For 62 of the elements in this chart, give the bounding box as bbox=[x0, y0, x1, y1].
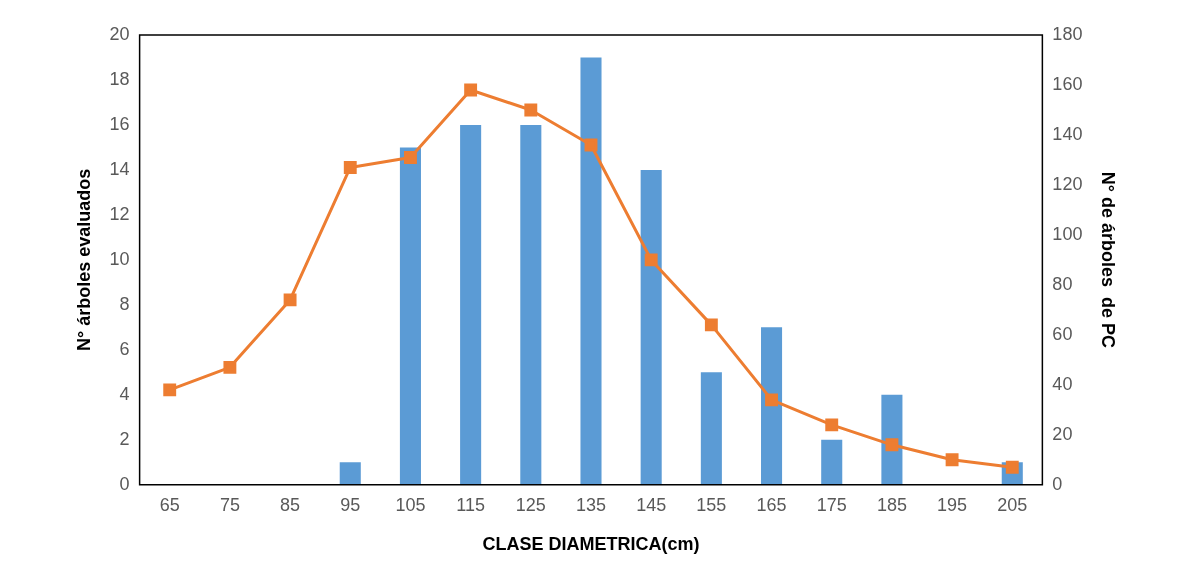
point bbox=[644, 253, 658, 267]
y2-tick-label: 160 bbox=[1052, 73, 1083, 94]
bar bbox=[761, 327, 783, 485]
point bbox=[704, 318, 718, 332]
point bbox=[765, 393, 778, 407]
y-tick-label: 16 bbox=[109, 113, 130, 134]
y-tick-label: 8 bbox=[119, 293, 130, 314]
x-tick-label: 85 bbox=[280, 494, 301, 515]
point bbox=[163, 383, 177, 397]
y-axis-title: N° árboles evaluados bbox=[73, 168, 94, 352]
y-tick-label: 0 bbox=[119, 473, 130, 494]
y-tick-label: 2 bbox=[119, 428, 130, 449]
y2-tick-label: 60 bbox=[1052, 323, 1073, 344]
y2-tick-label: 80 bbox=[1052, 273, 1073, 294]
point bbox=[945, 453, 959, 467]
point bbox=[343, 160, 357, 174]
y2-tick-label: 180 bbox=[1052, 23, 1083, 44]
y-tick-label: 12 bbox=[109, 203, 130, 224]
bar bbox=[640, 169, 662, 485]
x-tick-label: 95 bbox=[340, 494, 361, 515]
x-tick-label: 185 bbox=[876, 494, 907, 515]
y2-axis-title: N° de árboles de PC bbox=[1098, 171, 1119, 349]
bar bbox=[700, 372, 722, 485]
point bbox=[584, 138, 598, 152]
point bbox=[825, 418, 839, 432]
y2-tick-label: 0 bbox=[1052, 473, 1063, 494]
point bbox=[223, 360, 237, 374]
bar bbox=[821, 439, 843, 485]
y2-tick-label: 20 bbox=[1052, 423, 1073, 444]
point bbox=[404, 151, 417, 164]
bar bbox=[460, 124, 482, 485]
bar bbox=[520, 124, 542, 485]
y-tick-label: 4 bbox=[119, 383, 130, 404]
y-tick-label: 18 bbox=[109, 68, 130, 89]
y2-tick-label: 40 bbox=[1052, 373, 1073, 394]
y-tick-label: 14 bbox=[109, 158, 130, 179]
x-tick-label: 165 bbox=[756, 494, 787, 515]
point bbox=[464, 83, 478, 97]
bar bbox=[580, 57, 602, 485]
y2-tick-label: 100 bbox=[1052, 223, 1083, 244]
x-tick-label: 205 bbox=[997, 494, 1028, 515]
x-tick-label: 125 bbox=[515, 494, 546, 515]
bar bbox=[399, 147, 421, 485]
y-tick-label: 10 bbox=[109, 248, 130, 269]
point bbox=[524, 103, 538, 117]
x-tick-label: 115 bbox=[456, 494, 485, 515]
x-tick-label: 65 bbox=[159, 494, 180, 515]
bar bbox=[339, 462, 361, 485]
point bbox=[885, 438, 899, 452]
y2-tick-label: 120 bbox=[1052, 173, 1083, 194]
y-tick-label: 6 bbox=[119, 338, 130, 359]
x-tick-label: 155 bbox=[696, 494, 727, 515]
y-tick-label: 20 bbox=[109, 23, 130, 44]
y2-tick-label: 140 bbox=[1052, 123, 1083, 144]
x-tick-label: 135 bbox=[575, 494, 607, 515]
x-tick-label: 75 bbox=[219, 494, 240, 515]
x-tick-label: 195 bbox=[937, 494, 968, 515]
x-axis-title: CLASE DIAMETRICA(cm) bbox=[482, 534, 700, 555]
x-tick-label: 175 bbox=[816, 494, 847, 515]
point bbox=[283, 293, 297, 307]
x-tick-label: 145 bbox=[636, 494, 667, 515]
x-tick-label: 105 bbox=[395, 494, 426, 515]
